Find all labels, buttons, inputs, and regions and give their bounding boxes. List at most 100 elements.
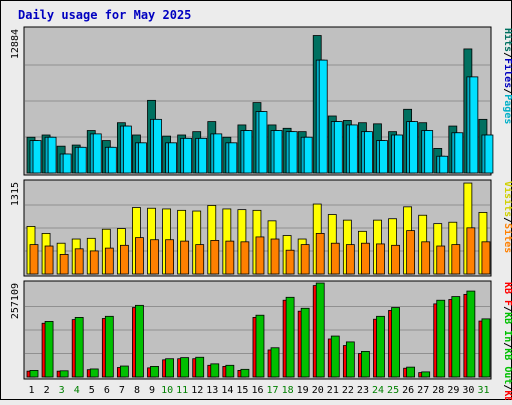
bar bbox=[150, 239, 159, 275]
bar bbox=[119, 365, 129, 378]
day-label: 28 bbox=[432, 385, 444, 396]
bar bbox=[59, 370, 69, 378]
legend-entry: KB F bbox=[502, 390, 512, 400]
bar bbox=[225, 364, 235, 378]
bar bbox=[330, 335, 340, 378]
bar bbox=[406, 366, 416, 378]
bar bbox=[77, 146, 87, 174]
bar bbox=[255, 314, 265, 378]
day-label: 27 bbox=[417, 385, 429, 396]
legend-entry: / bbox=[502, 52, 512, 58]
bar bbox=[376, 243, 385, 275]
bar bbox=[285, 249, 295, 275]
panel-legend: KB F/KB In/KB Out/KB F bbox=[502, 282, 512, 400]
bar bbox=[348, 124, 358, 174]
panel-hits-files-pages: 12884 Hits/Files/Pages bbox=[10, 26, 512, 176]
panel-max-label: 257109 bbox=[10, 283, 21, 319]
bar bbox=[270, 347, 280, 378]
bar bbox=[210, 240, 220, 275]
legend-entry: Visits bbox=[502, 181, 512, 217]
day-label: 4 bbox=[74, 385, 80, 396]
bar bbox=[165, 239, 174, 275]
bar bbox=[466, 290, 476, 378]
day-label: 26 bbox=[402, 385, 414, 396]
legend-entry: / bbox=[502, 217, 512, 223]
bar bbox=[153, 118, 162, 174]
bar bbox=[330, 242, 340, 275]
bar bbox=[421, 241, 431, 275]
bar bbox=[180, 240, 190, 275]
bar bbox=[285, 296, 295, 378]
day-label: 19 bbox=[297, 385, 309, 396]
bar bbox=[183, 137, 193, 174]
legend-entry: / bbox=[502, 306, 512, 312]
bar bbox=[300, 244, 310, 275]
bar bbox=[32, 140, 42, 174]
legend-entry: KB In bbox=[502, 312, 512, 342]
bar bbox=[361, 242, 370, 275]
day-label: 18 bbox=[282, 385, 294, 396]
bar bbox=[135, 304, 144, 378]
day-label: 10 bbox=[161, 385, 173, 396]
bar bbox=[409, 121, 419, 174]
bar bbox=[288, 131, 298, 174]
bar bbox=[228, 142, 238, 174]
bar bbox=[333, 121, 343, 174]
day-label: 15 bbox=[236, 385, 248, 396]
legend-entry: KB F bbox=[502, 282, 512, 306]
bar bbox=[195, 356, 205, 378]
bar bbox=[198, 137, 208, 174]
bar bbox=[379, 140, 388, 174]
bar bbox=[44, 321, 54, 378]
bar bbox=[92, 133, 102, 174]
bar bbox=[481, 318, 491, 378]
bar bbox=[240, 368, 250, 378]
legend-entry: / bbox=[502, 384, 512, 390]
bar bbox=[243, 130, 253, 174]
bar bbox=[29, 244, 39, 275]
bar bbox=[345, 341, 355, 378]
day-label: 24 bbox=[372, 385, 384, 396]
day-label: 23 bbox=[357, 385, 369, 396]
bar bbox=[454, 132, 464, 174]
panel-legend: Visits/Sites bbox=[502, 181, 512, 253]
day-label: 21 bbox=[327, 385, 339, 396]
bar bbox=[315, 233, 325, 275]
bar bbox=[74, 248, 84, 275]
legend-entry: / bbox=[502, 88, 512, 94]
bar bbox=[59, 254, 69, 275]
bar bbox=[364, 131, 373, 174]
bar bbox=[451, 244, 461, 275]
legend-entry: Files bbox=[502, 58, 512, 88]
day-label: 17 bbox=[267, 385, 279, 396]
day-label: 25 bbox=[387, 385, 399, 396]
bar bbox=[44, 245, 54, 275]
bar bbox=[391, 307, 400, 378]
bar bbox=[89, 368, 99, 378]
bar bbox=[466, 227, 476, 275]
panel-max-label: 1315 bbox=[10, 182, 21, 206]
bar bbox=[451, 296, 461, 378]
day-axis-labels: 1 2 3 4 5 6 7 8 9 10 11 12 13 14 15 16 17 18 19 20 21 22 23 24 2… bbox=[29, 385, 490, 396]
day-label: 14 bbox=[221, 385, 233, 396]
bar bbox=[424, 130, 434, 174]
day-label: 9 bbox=[149, 385, 155, 396]
day-label: 6 bbox=[104, 385, 110, 396]
day-label: 31 bbox=[477, 385, 489, 396]
day-label: 13 bbox=[206, 385, 218, 396]
bar bbox=[300, 307, 310, 378]
bar bbox=[168, 142, 177, 174]
bar bbox=[469, 76, 479, 174]
legend-entry: Sites bbox=[502, 223, 512, 253]
day-label: 5 bbox=[89, 385, 95, 396]
bar bbox=[315, 282, 325, 378]
bar bbox=[303, 136, 313, 174]
panel-legend: Hits/Files/Pages bbox=[502, 28, 512, 124]
bar bbox=[318, 59, 328, 174]
day-label: 7 bbox=[119, 385, 125, 396]
bar bbox=[150, 365, 159, 378]
bar bbox=[225, 240, 235, 275]
panel-visits-sites: 1315 Visits/Sites bbox=[10, 179, 512, 277]
